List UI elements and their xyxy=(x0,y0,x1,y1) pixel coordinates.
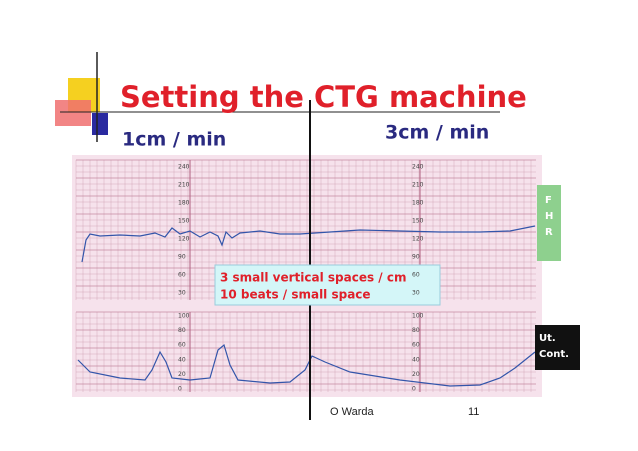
footer-author: O Warda xyxy=(330,406,374,418)
fhr-letter: H xyxy=(545,211,553,222)
fhr-trace xyxy=(81,225,536,263)
fhr-scale-label: 150 xyxy=(412,218,424,225)
fhr-box xyxy=(537,185,561,261)
fhr-scale-label: 120 xyxy=(178,236,190,243)
fhr-scale-label: 150 xyxy=(178,218,190,225)
fhr-scale-label: 60 xyxy=(178,272,186,279)
note-box xyxy=(214,264,441,306)
fhr-scale-label: 180 xyxy=(178,200,190,207)
fhr-letter: R xyxy=(545,227,553,238)
uc-scale-label: 20 xyxy=(412,371,420,378)
uc-trace xyxy=(77,343,536,387)
deco-square xyxy=(92,113,108,135)
uc-scale-label: 100 xyxy=(412,313,424,320)
uc-scale-label: 40 xyxy=(412,356,420,363)
uc-box xyxy=(535,325,580,370)
footer-page: 11 xyxy=(468,406,479,418)
uc-scale-label: 0 xyxy=(178,386,182,393)
fhr-scale-label: 240 xyxy=(412,164,424,171)
uc-scale-label: 80 xyxy=(412,327,420,334)
slide-title: Setting the CTG machine xyxy=(120,80,527,114)
note-line: 3 small vertical spaces / cm xyxy=(220,271,407,285)
fhr-scale-label: 30 xyxy=(178,290,186,297)
uc-scale-label: 60 xyxy=(412,342,420,349)
fhr-scale-label: 30 xyxy=(412,290,420,297)
uc-scale-label: 60 xyxy=(178,342,186,349)
speed-label: 1cm / min xyxy=(122,129,226,151)
uc-scale-label: 100 xyxy=(178,313,190,320)
fhr-scale-label: 210 xyxy=(412,182,424,189)
fhr-scale-label: 60 xyxy=(412,272,420,279)
uc-scale-label: 20 xyxy=(178,371,186,378)
uc-scale-label: 80 xyxy=(178,327,186,334)
fhr-scale-label: 240 xyxy=(178,164,190,171)
fhr-scale-label: 90 xyxy=(178,254,186,261)
uc-text: Ut. xyxy=(539,333,556,344)
uc-scale-label: 0 xyxy=(412,386,416,393)
speed-label: 3cm / min xyxy=(385,122,489,144)
deco-square xyxy=(55,100,91,126)
uc-text: Cont. xyxy=(539,349,569,360)
fhr-scale-label: 120 xyxy=(412,236,424,243)
fhr-scale-label: 90 xyxy=(412,254,420,261)
fhr-scale-label: 210 xyxy=(178,182,190,189)
fhr-scale-label: 180 xyxy=(412,200,424,207)
uc-scale-label: 40 xyxy=(178,356,186,363)
note-line: 10 beats / small space xyxy=(220,288,371,302)
fhr-letter: F xyxy=(545,195,552,206)
